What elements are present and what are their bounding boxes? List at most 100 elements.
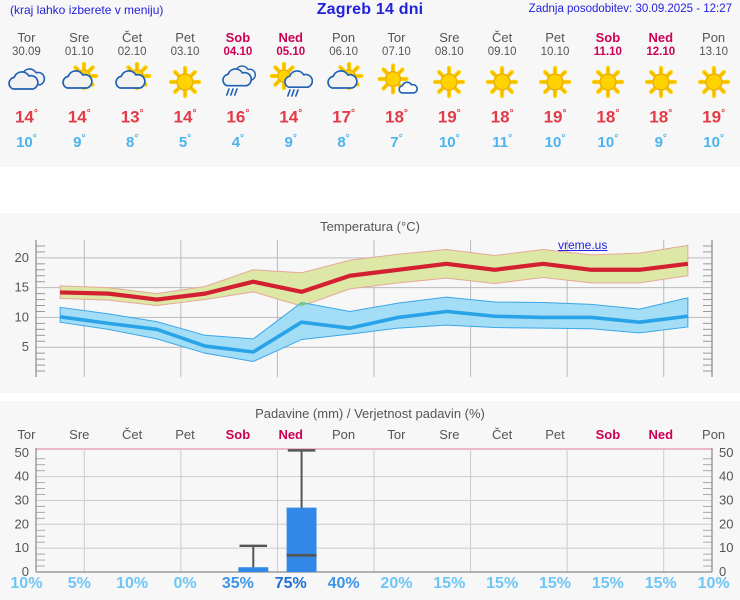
- forecast-temp-max: 14°: [14, 107, 38, 127]
- cloudy-icon: [4, 62, 48, 102]
- svg-text:5: 5: [22, 339, 29, 354]
- forecast-temp-min: 9°: [654, 132, 667, 151]
- forecast-day-name: Ned: [278, 30, 303, 45]
- forecast-day-column[interactable]: Pet 10.10 19° 10°: [529, 22, 582, 167]
- precipitation-probability: 40%: [327, 575, 360, 592]
- forecast-day-date: 06.10: [329, 46, 358, 58]
- precipitation-day-label: Tor: [387, 427, 406, 442]
- precipitation-probability: 35%: [221, 575, 254, 592]
- sunny-icon: [533, 62, 577, 102]
- sun-small-cloud-icon: [374, 62, 419, 102]
- forecast-temp-min: 5°: [178, 132, 192, 151]
- rain-icon: [216, 62, 260, 102]
- forecast-day-column[interactable]: Sre 08.10 19° 10°: [423, 22, 476, 167]
- svg-text:20: 20: [719, 516, 733, 531]
- forecast-day-date: 05.10: [276, 46, 306, 58]
- forecast-day-name: Sob: [225, 30, 251, 45]
- forecast-temp-min: 10°: [438, 132, 460, 151]
- svg-text:30: 30: [719, 492, 733, 507]
- svg-text:10: 10: [15, 540, 29, 555]
- svg-text:50: 50: [719, 445, 733, 460]
- forecast-day-column[interactable]: Sob 11.10 18° 10°: [581, 22, 634, 167]
- temperature-chart: 5 10 15 20: [15, 240, 713, 377]
- forecast-temp-min: 9°: [73, 132, 86, 151]
- forecast-day-name: Čet: [492, 30, 513, 45]
- last-update-label: Zadnja posodobitev: 30.09.2025 - 12:27: [528, 3, 732, 15]
- forecast-day-date: 08.10: [434, 46, 464, 58]
- svg-text:15: 15: [15, 280, 29, 295]
- forecast-temp-min: 10°: [597, 132, 619, 151]
- forecast-day-date: 09.10: [487, 46, 517, 58]
- forecast-temp-max: 18°: [649, 107, 673, 127]
- svg-text:20: 20: [15, 516, 29, 531]
- forecast-day-date: 01.10: [64, 46, 94, 58]
- forecast-temp-max: 17°: [332, 107, 356, 127]
- forecast-day-name: Tor: [387, 30, 406, 45]
- forecast-day-date: 11.10: [593, 46, 622, 58]
- forecast-day-date: 02.10: [117, 46, 147, 58]
- forecast-temp-max: 18°: [596, 107, 620, 127]
- partly-sunny-icon: [110, 62, 154, 102]
- location-menu-note: (kraj lahko izberete v meniju): [10, 3, 164, 17]
- precipitation-day-label: Ned: [648, 427, 674, 442]
- precipitation-probability: 5%: [67, 575, 91, 592]
- forecast-temp-max: 19°: [543, 107, 567, 127]
- forecast-temp-min: 9°: [284, 132, 297, 151]
- forecast-day-date: 30.09: [12, 46, 41, 58]
- forecast-day-column[interactable]: Pet 03.10 14° 5°: [159, 22, 212, 167]
- sunny-icon: [163, 62, 207, 102]
- forecast-day-column[interactable]: Čet 02.10 13° 8°: [106, 22, 159, 167]
- forecast-temp-max: 19°: [437, 107, 461, 127]
- precipitation-day-label: Pon: [332, 427, 356, 442]
- forecast-day-column[interactable]: Čet 09.10 18° 11°: [476, 22, 529, 167]
- forecast-day-date: 13.10: [699, 46, 728, 58]
- forecast-day-column[interactable]: Ned 12.10 18° 9°: [634, 22, 687, 167]
- precipitation-day-labels: Tor Sre Čet Pet Sob Ned Pon Tor Sre Čet Pet Sob Ned P…: [0, 427, 740, 445]
- forecast-temp-min: 8°: [337, 132, 350, 151]
- precipitation-day-label: Pet: [545, 427, 565, 442]
- spacer: [0, 167, 740, 213]
- forecast-temp-max: 18°: [490, 107, 514, 127]
- precipitation-day-label: Sre: [439, 427, 460, 442]
- forecast-day-date: 07.10: [382, 46, 411, 58]
- precipitation-probability: 20%: [380, 575, 413, 592]
- precipitation-day-label: Čet: [492, 427, 513, 442]
- precipitation-chart: 0 0 10 10 20 20 30 30 40 40 50 50: [15, 445, 734, 579]
- precipitation-day-label: Sob: [595, 427, 621, 442]
- forecast-day-column[interactable]: Sre 01.10 14° 9°: [53, 22, 106, 167]
- top-bar: (kraj lahko izberete v meniju) Zagreb 14…: [0, 0, 740, 22]
- forecast-temp-min: 4°: [231, 132, 245, 151]
- precipitation-probability: 15%: [644, 575, 677, 592]
- precipitation-day-label: Pon: [702, 427, 726, 442]
- forecast-day-date: 12.10: [646, 46, 676, 58]
- forecast-day-column[interactable]: Pon 06.10 17° 8°: [317, 22, 370, 167]
- forecast-temp-max: 14°: [279, 107, 303, 127]
- forecast-day-column[interactable]: Sob 04.10 16° 4°: [211, 22, 264, 167]
- forecast-temp-min: 8°: [125, 132, 139, 151]
- precipitation-probability: 15%: [433, 575, 466, 592]
- svg-text:40: 40: [15, 469, 29, 484]
- forecast-day-date: 03.10: [170, 46, 200, 58]
- forecast-day-name: Sre: [69, 30, 90, 45]
- forecast-temp-min: 7°: [390, 132, 403, 151]
- svg-text:10: 10: [719, 540, 733, 555]
- forecast-temp-max: 13°: [120, 107, 144, 127]
- forecast-day-column[interactable]: Ned 05.10 14° 9°: [264, 22, 317, 167]
- svg-text:40: 40: [719, 469, 733, 484]
- sunny-icon: [692, 62, 736, 102]
- precipitation-day-label: Sre: [69, 427, 90, 442]
- partly-sunny-icon: [322, 62, 366, 102]
- forecast-day-column[interactable]: Pon 13.10 19° 10°: [687, 22, 740, 167]
- forecast-day-column[interactable]: Tor 30.09 14° 10°: [0, 22, 53, 167]
- precipitation-probability: 15%: [591, 575, 624, 592]
- watermark-link[interactable]: vreme.us: [558, 238, 608, 252]
- precipitation-probability: 15%: [539, 575, 572, 592]
- precipitation-probability-row: 10% 5% 10% 0% 35% 75% 40% 20% 15% 15% 15% 15% 15% 10%: [0, 575, 740, 597]
- svg-text:30: 30: [15, 492, 29, 507]
- temperature-chart-title: Temperatura (°C): [320, 219, 420, 234]
- forecast-temp-max: 19°: [702, 107, 726, 127]
- precipitation-probability: 10%: [697, 575, 730, 592]
- forecast-day-column[interactable]: Tor 07.10 18° 7°: [370, 22, 423, 167]
- forecast-day-name: Pet: [175, 30, 195, 45]
- forecast-temp-min: 10°: [703, 132, 724, 151]
